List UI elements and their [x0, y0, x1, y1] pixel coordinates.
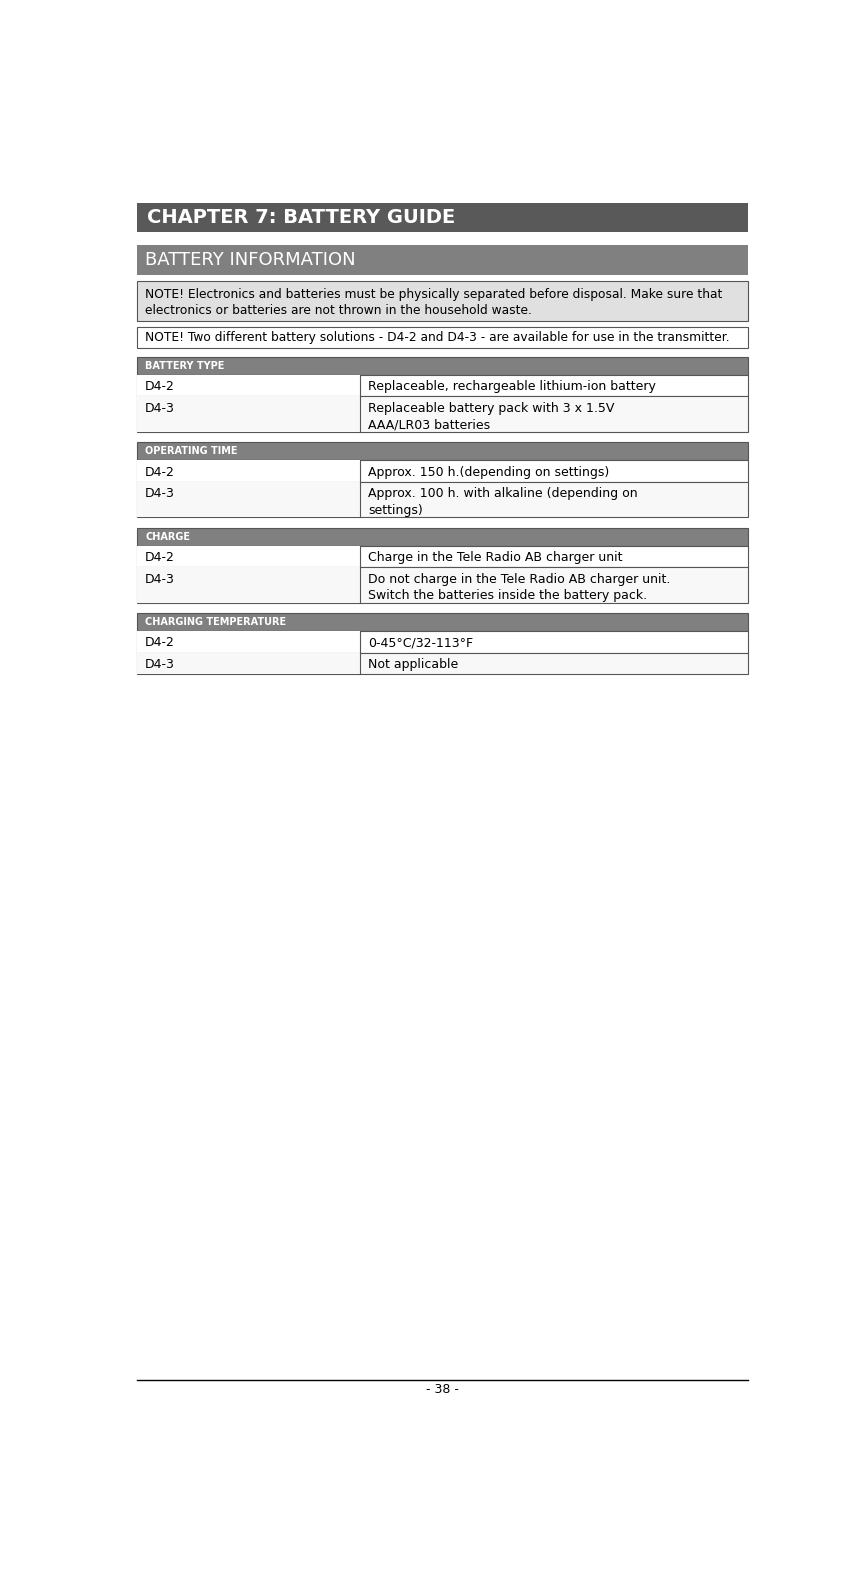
Text: Replaceable, rechargeable lithium-ion battery: Replaceable, rechargeable lithium-ion ba…	[368, 380, 656, 392]
Text: Not applicable: Not applicable	[368, 659, 459, 671]
Bar	[137, 460, 748, 482]
Text: Do not charge in the Tele Radio AB charger unit.
Switch the batteries inside the: Do not charge in the Tele Radio AB charg…	[368, 572, 670, 602]
Bar	[137, 630, 360, 652]
Text: D4-3: D4-3	[145, 659, 175, 671]
Text: Replaceable battery pack with 3 x 1.5V
AAA/LR03 batteries: Replaceable battery pack with 3 x 1.5V A…	[368, 402, 614, 432]
Bar	[137, 652, 360, 675]
Bar	[137, 326, 748, 348]
Text: BATTERY INFORMATION: BATTERY INFORMATION	[145, 251, 356, 269]
Text: NOTE! Two different battery solutions - D4-2 and D4-3 - are available for use in: NOTE! Two different battery solutions - …	[145, 331, 730, 344]
Bar	[137, 545, 748, 567]
Bar	[137, 528, 748, 545]
Bar	[137, 482, 748, 517]
Text: D4-2: D4-2	[145, 465, 175, 479]
Text: CHARGING TEMPERATURE: CHARGING TEMPERATURE	[145, 618, 286, 627]
Text: - 38 -: - 38 -	[426, 1382, 460, 1396]
Text: BATTERY TYPE: BATTERY TYPE	[145, 361, 225, 370]
Bar	[137, 203, 748, 232]
Text: D4-2: D4-2	[145, 637, 175, 649]
Bar	[137, 396, 748, 432]
Bar	[137, 460, 360, 482]
Text: D4-3: D4-3	[145, 487, 175, 500]
Text: 0-45°C/32-113°F: 0-45°C/32-113°F	[368, 637, 473, 649]
Bar	[137, 375, 748, 396]
Text: D4-2: D4-2	[145, 380, 175, 392]
Text: Approx. 150 h.(depending on settings): Approx. 150 h.(depending on settings)	[368, 465, 609, 479]
Text: OPERATING TIME: OPERATING TIME	[145, 446, 238, 457]
Bar	[137, 246, 748, 274]
Bar	[137, 630, 748, 652]
Text: NOTE! Electronics and batteries must be physically separated before disposal. Ma: NOTE! Electronics and batteries must be …	[145, 288, 722, 317]
Bar	[137, 375, 360, 396]
Text: D4-2: D4-2	[145, 552, 175, 564]
Text: Approx. 100 h. with alkaline (depending on
settings): Approx. 100 h. with alkaline (depending …	[368, 487, 638, 517]
Bar	[137, 396, 360, 432]
Text: D4-3: D4-3	[145, 572, 175, 586]
Bar	[137, 567, 360, 602]
Bar	[137, 545, 360, 567]
Bar	[137, 443, 748, 460]
Bar	[137, 281, 748, 322]
Bar	[137, 652, 748, 675]
Text: D4-3: D4-3	[145, 402, 175, 414]
Bar	[137, 482, 360, 517]
Bar	[137, 567, 748, 602]
Text: Charge in the Tele Radio AB charger unit: Charge in the Tele Radio AB charger unit	[368, 552, 623, 564]
Text: CHARGE: CHARGE	[145, 531, 190, 542]
Text: CHAPTER 7: BATTERY GUIDE: CHAPTER 7: BATTERY GUIDE	[147, 208, 455, 227]
Bar	[137, 613, 748, 630]
Bar	[137, 358, 748, 375]
